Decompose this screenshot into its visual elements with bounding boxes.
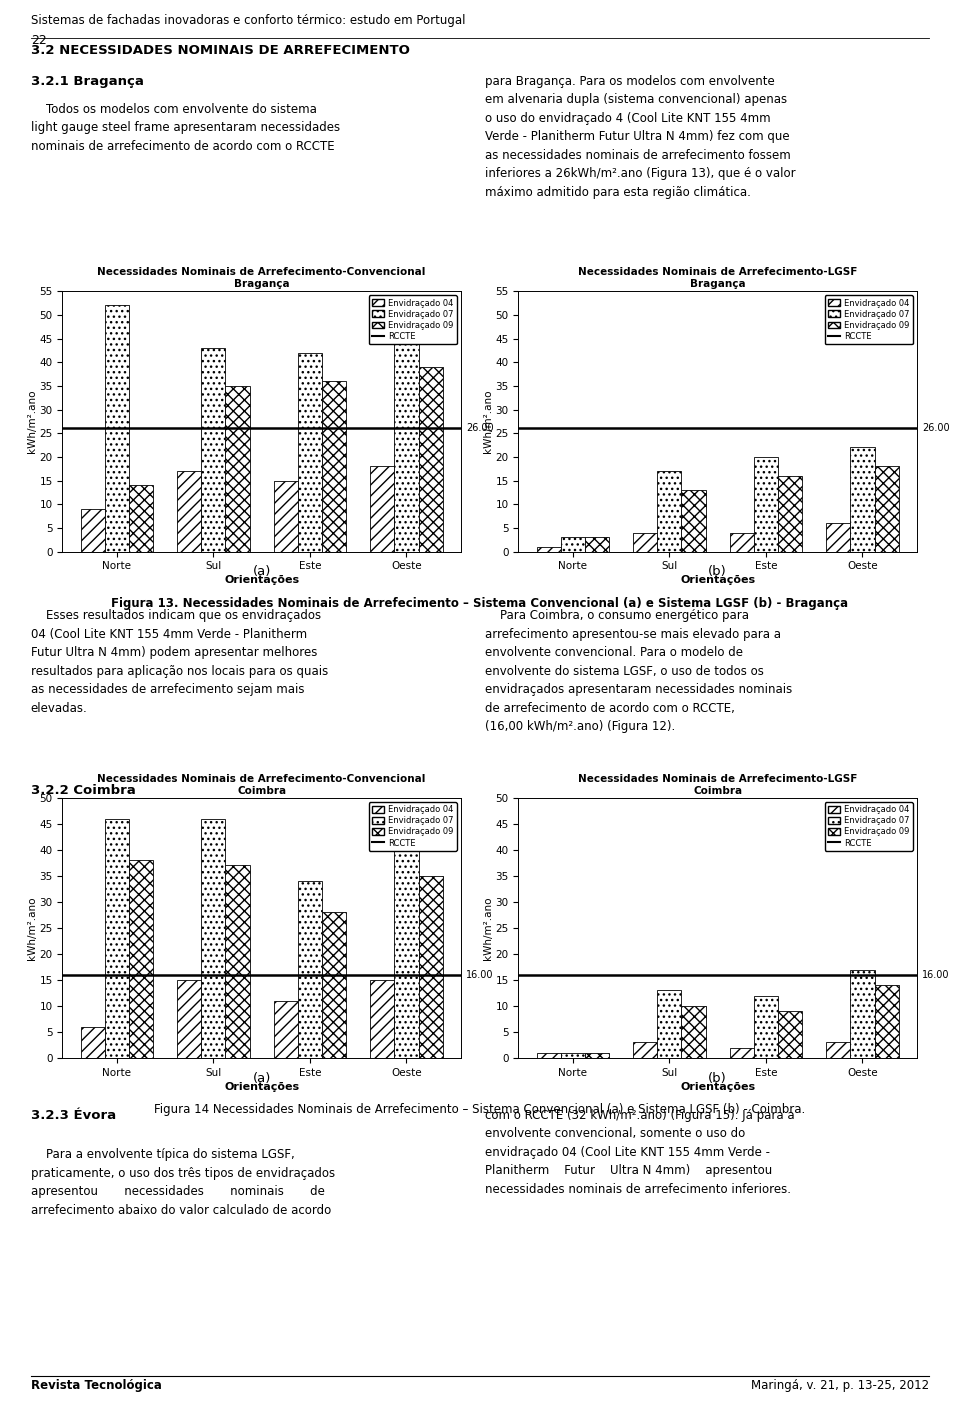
Bar [633, 533, 658, 552]
Y-axis label: kWh/m².ano: kWh/m².ano [483, 390, 492, 453]
Text: (a): (a) [252, 566, 271, 578]
Bar [537, 1052, 561, 1058]
Text: Todos os modelos com envolvente do sistema
light gauge steel frame apresentaram : Todos os modelos com envolvente do siste… [31, 103, 340, 153]
Text: 16.00: 16.00 [923, 969, 949, 979]
Bar [177, 979, 202, 1058]
Bar [81, 1027, 105, 1058]
Text: Sistemas de fachadas inovadoras e conforto térmico: estudo em Portugal: Sistemas de fachadas inovadoras e confor… [31, 14, 466, 27]
Text: 3.2.2 Coimbra: 3.2.2 Coimbra [31, 784, 135, 796]
Bar [298, 353, 322, 552]
Text: 3.2 NECESSIDADES NOMINAIS DE ARREFECIMENTO: 3.2 NECESSIDADES NOMINAIS DE ARREFECIMEN… [31, 44, 410, 56]
Bar [730, 1048, 754, 1058]
Bar [274, 481, 298, 552]
Y-axis label: kWh/m².ano: kWh/m².ano [27, 896, 36, 960]
Legend: Envidraçado 04, Envidraçado 07, Envidraçado 09, RCCTE: Envidraçado 04, Envidraçado 07, Envidraç… [825, 802, 913, 851]
Bar [561, 1052, 585, 1058]
Bar [778, 476, 803, 552]
Bar [202, 348, 226, 552]
Bar [129, 860, 153, 1058]
Text: (b): (b) [708, 566, 727, 578]
Bar [322, 912, 347, 1058]
Title: Necessidades Nominais de Arrefecimento-Convencional
Bragança: Necessidades Nominais de Arrefecimento-C… [97, 267, 426, 288]
Text: para Bragança. Para os modelos com envolvente
em alvenaria dupla (sistema conven: para Bragança. Para os modelos com envol… [485, 75, 796, 198]
Text: 3.2.1 Bragança: 3.2.1 Bragança [31, 75, 144, 87]
Bar [754, 996, 778, 1058]
Text: (a): (a) [252, 1072, 271, 1085]
Text: Para a envolvente típica do sistema LGSF,
praticamente, o uso dos três tipos de : Para a envolvente típica do sistema LGSF… [31, 1148, 335, 1217]
X-axis label: Orientações: Orientações [224, 575, 300, 585]
Bar [226, 865, 250, 1058]
Bar [371, 979, 395, 1058]
Bar [274, 1000, 298, 1058]
X-axis label: Orientações: Orientações [680, 1082, 756, 1092]
X-axis label: Orientações: Orientações [680, 575, 756, 585]
Text: 16.00: 16.00 [467, 969, 493, 979]
Text: com o RCCTE (32 kWh/m².ano) (Figura 15). Já para a
envolvente convencional, some: com o RCCTE (32 kWh/m².ano) (Figura 15).… [485, 1109, 795, 1196]
Bar [633, 1043, 658, 1058]
Bar [827, 523, 851, 552]
Text: 26.00: 26.00 [467, 424, 494, 433]
Bar [371, 466, 395, 552]
Bar [851, 969, 875, 1058]
Text: Esses resultados indicam que os envidraçados
04 (Cool Lite KNT 155 4mm Verde - P: Esses resultados indicam que os envidraç… [31, 609, 328, 715]
Bar [754, 457, 778, 552]
Bar [658, 471, 682, 552]
Bar [129, 485, 153, 552]
Bar [226, 386, 250, 552]
X-axis label: Orientações: Orientações [224, 1082, 300, 1092]
Legend: Envidraçado 04, Envidraçado 07, Envidraçado 09, RCCTE: Envidraçado 04, Envidraçado 07, Envidraç… [369, 295, 457, 345]
Legend: Envidraçado 04, Envidraçado 07, Envidraçado 09, RCCTE: Envidraçado 04, Envidraçado 07, Envidraç… [369, 802, 457, 851]
Bar [419, 875, 443, 1058]
Bar [730, 533, 754, 552]
Bar [202, 819, 226, 1058]
Bar [682, 1006, 706, 1058]
Bar [105, 305, 129, 552]
Bar [322, 381, 347, 552]
Text: (b): (b) [708, 1072, 727, 1085]
Bar [105, 819, 129, 1058]
Text: Figura 14 Necessidades Nominais de Arrefecimento – Sistema Convencional (a) e Si: Figura 14 Necessidades Nominais de Arref… [155, 1103, 805, 1116]
Bar [851, 447, 875, 552]
Bar [585, 1052, 609, 1058]
Bar [658, 991, 682, 1058]
Bar [298, 881, 322, 1058]
Text: Maringá, v. 21, p. 13-25, 2012: Maringá, v. 21, p. 13-25, 2012 [751, 1379, 929, 1392]
Bar [875, 985, 899, 1058]
Bar [682, 490, 706, 552]
Text: 26.00: 26.00 [923, 424, 950, 433]
Text: Revista Tecnológica: Revista Tecnológica [31, 1379, 161, 1392]
Y-axis label: kWh/m².ano: kWh/m².ano [483, 896, 492, 960]
Bar [875, 466, 899, 552]
Text: Para Coimbra, o consumo energético para
arrefecimento apresentou-se mais elevado: Para Coimbra, o consumo energético para … [485, 609, 792, 733]
Text: 3.2.3 Évora: 3.2.3 Évora [31, 1109, 116, 1121]
Title: Necessidades Nominais de Arrefecimento-LGSF
Bragança: Necessidades Nominais de Arrefecimento-L… [578, 267, 857, 288]
Bar [778, 1012, 803, 1058]
Bar [395, 339, 419, 552]
Bar [177, 471, 202, 552]
Title: Necessidades Nominais de Arrefecimento-LGSF
Coimbra: Necessidades Nominais de Arrefecimento-L… [578, 774, 857, 795]
Bar [395, 844, 419, 1058]
Text: 22: 22 [31, 34, 46, 46]
Bar [419, 367, 443, 552]
Bar [537, 547, 561, 552]
Bar [585, 537, 609, 552]
Title: Necessidades Nominais de Arrefecimento-Convencional
Coimbra: Necessidades Nominais de Arrefecimento-C… [97, 774, 426, 795]
Legend: Envidraçado 04, Envidraçado 07, Envidraçado 09, RCCTE: Envidraçado 04, Envidraçado 07, Envidraç… [825, 295, 913, 345]
Y-axis label: kWh/m².ano: kWh/m².ano [27, 390, 36, 453]
Bar [561, 537, 585, 552]
Bar [827, 1043, 851, 1058]
Bar [81, 509, 105, 552]
Text: Figura 13. Necessidades Nominais de Arrefecimento – Sistema Convencional (a) e S: Figura 13. Necessidades Nominais de Arre… [111, 597, 849, 609]
